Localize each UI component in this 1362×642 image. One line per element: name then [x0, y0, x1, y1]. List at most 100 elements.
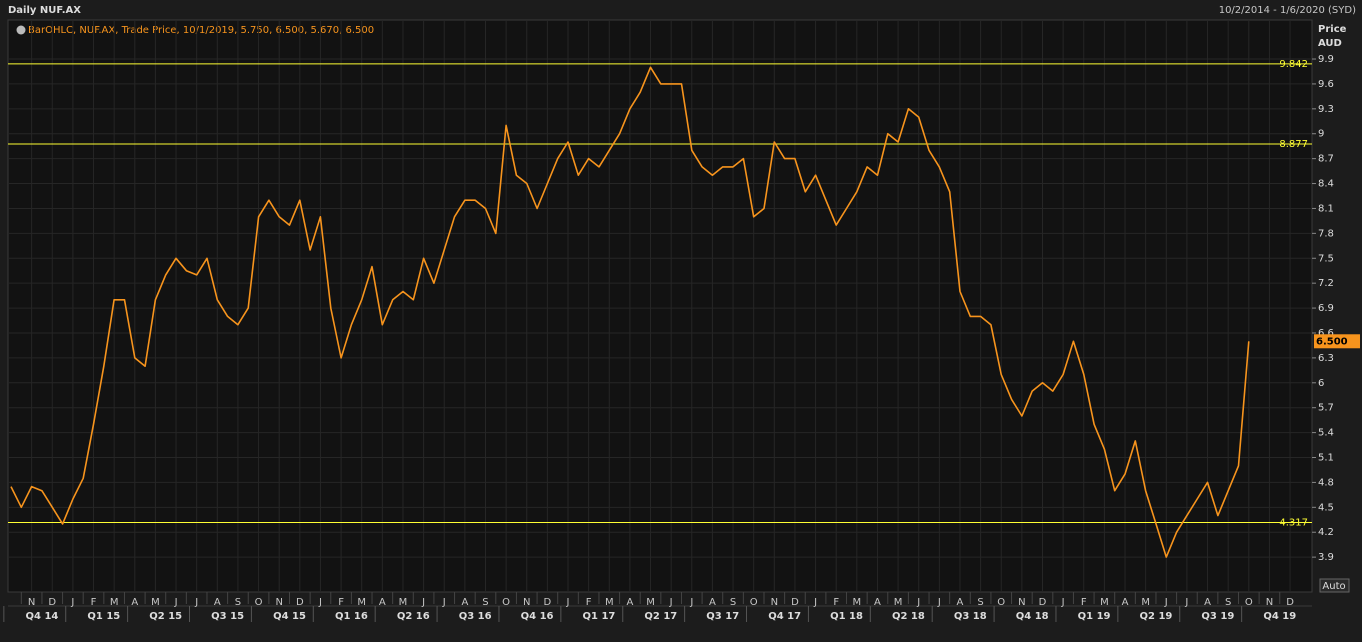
x-tick-label: O — [502, 597, 510, 608]
x-tick-label: O — [997, 597, 1005, 608]
x-tick-label: F — [338, 597, 344, 608]
x-tick-label: J — [916, 597, 920, 608]
quarter-label: Q1 16 — [335, 611, 368, 622]
x-tick-label: J — [669, 597, 673, 608]
y-tick-label: 6.6 — [1318, 328, 1334, 339]
legend-icon — [16, 25, 26, 35]
y-tick-label: 4.8 — [1318, 477, 1334, 488]
y-tick-label: 4.2 — [1318, 527, 1334, 538]
y-tick-label: 8.1 — [1318, 203, 1334, 214]
y-tick-label: 9.6 — [1318, 79, 1334, 90]
y-tick-label: 5.1 — [1318, 453, 1334, 464]
x-tick-label: J — [174, 597, 178, 608]
x-tick-label: D — [791, 597, 799, 608]
x-tick-label: O — [255, 597, 263, 608]
x-tick-label: D — [48, 597, 56, 608]
quarter-label: Q3 16 — [459, 611, 492, 622]
x-tick-label: M — [110, 597, 119, 608]
last-price-box — [1314, 334, 1360, 349]
quarter-label: Q1 17 — [583, 611, 616, 622]
x-tick-label: M — [1100, 597, 1109, 608]
last-price-label: 6.500 — [1316, 336, 1348, 347]
x-tick-label: A — [461, 597, 468, 608]
x-tick-label: A — [626, 597, 633, 608]
level-label: 8.877 — [1279, 139, 1308, 150]
price-line — [10, 66, 1250, 558]
y-tick-label: 6.3 — [1318, 353, 1334, 364]
date-range: 10/2/2014 - 1/6/2020 (SYD) — [1219, 5, 1356, 16]
quarter-label: Q2 18 — [892, 611, 925, 622]
x-tick-label: J — [937, 597, 941, 608]
legend: BarOHLC, NUF.AX, Trade Price, 10/1/2019,… — [28, 25, 374, 36]
x-tick-label: J — [421, 597, 425, 608]
quarter-label: Q2 15 — [149, 611, 182, 622]
x-tick-label: S — [977, 597, 983, 608]
y-tick-label: 9 — [1318, 129, 1324, 140]
x-tick-label: D — [296, 597, 304, 608]
x-tick-label: A — [709, 597, 716, 608]
auto-button[interactable] — [1319, 578, 1350, 593]
x-tick-label: J — [1164, 597, 1168, 608]
x-tick-label: M — [853, 597, 862, 608]
y-tick-label: 9.9 — [1318, 54, 1334, 65]
y-tick-label: 7.8 — [1318, 228, 1334, 239]
x-tick-label: J — [442, 597, 446, 608]
x-tick-label: F — [91, 597, 97, 608]
x-tick-label: A — [874, 597, 881, 608]
x-tick-label: S — [1225, 597, 1231, 608]
x-tick-label: J — [566, 597, 570, 608]
x-tick-label: A — [1204, 597, 1211, 608]
quarter-label: Q1 15 — [87, 611, 120, 622]
y-tick-label: 5.4 — [1318, 428, 1334, 439]
x-tick-label: D — [1039, 597, 1047, 608]
x-tick-label: A — [379, 597, 386, 608]
quarter-label: Q1 18 — [830, 611, 863, 622]
x-tick-label: F — [833, 597, 839, 608]
x-tick-label: A — [214, 597, 221, 608]
x-tick-label: J — [318, 597, 322, 608]
plot-area — [7, 19, 1313, 593]
y-tick-label: 9.3 — [1318, 104, 1334, 115]
x-tick-label: J — [1061, 597, 1065, 608]
x-tick-label: S — [482, 597, 488, 608]
quarter-label: Q3 18 — [954, 611, 987, 622]
auto-label[interactable]: Auto — [1322, 581, 1345, 592]
x-tick-label: D — [1286, 597, 1294, 608]
x-tick-label: N — [275, 597, 282, 608]
x-tick-label: S — [235, 597, 241, 608]
x-tick-label: F — [586, 597, 592, 608]
y-tick-label: 7.5 — [1318, 253, 1334, 264]
x-tick-label: M — [646, 597, 655, 608]
x-tick-label: N — [1018, 597, 1025, 608]
y-label: AUD — [1318, 38, 1342, 49]
chart-title: Daily NUF.AX — [8, 5, 81, 16]
quarter-label: Q4 18 — [1016, 611, 1049, 622]
y-tick-label: 7.2 — [1318, 278, 1334, 289]
x-tick-label: N — [523, 597, 530, 608]
y-tick-label: 6.9 — [1318, 303, 1334, 314]
x-tick-label: F — [1081, 597, 1087, 608]
y-tick-label: 6 — [1318, 378, 1324, 389]
quarter-label: Q4 16 — [521, 611, 554, 622]
x-tick-label: M — [399, 597, 408, 608]
x-tick-label: J — [689, 597, 693, 608]
quarter-label: Q2 16 — [397, 611, 430, 622]
x-tick-label: M — [894, 597, 903, 608]
y-tick-label: 5.7 — [1318, 403, 1334, 414]
x-tick-label: M — [151, 597, 160, 608]
quarter-label: Q3 17 — [706, 611, 739, 622]
x-tick-label: O — [750, 597, 758, 608]
x-tick-label: M — [1141, 597, 1150, 608]
level-label: 4.317 — [1279, 518, 1308, 529]
x-tick-label: A — [957, 597, 964, 608]
x-tick-label: D — [544, 597, 552, 608]
x-tick-label: M — [357, 597, 366, 608]
x-tick-label: A — [1122, 597, 1129, 608]
quarter-label: Q3 19 — [1201, 611, 1234, 622]
quarter-label: Q2 19 — [1140, 611, 1173, 622]
x-tick-label: S — [730, 597, 736, 608]
y-tick-label: 8.7 — [1318, 154, 1334, 165]
quarter-label: Q4 17 — [768, 611, 801, 622]
